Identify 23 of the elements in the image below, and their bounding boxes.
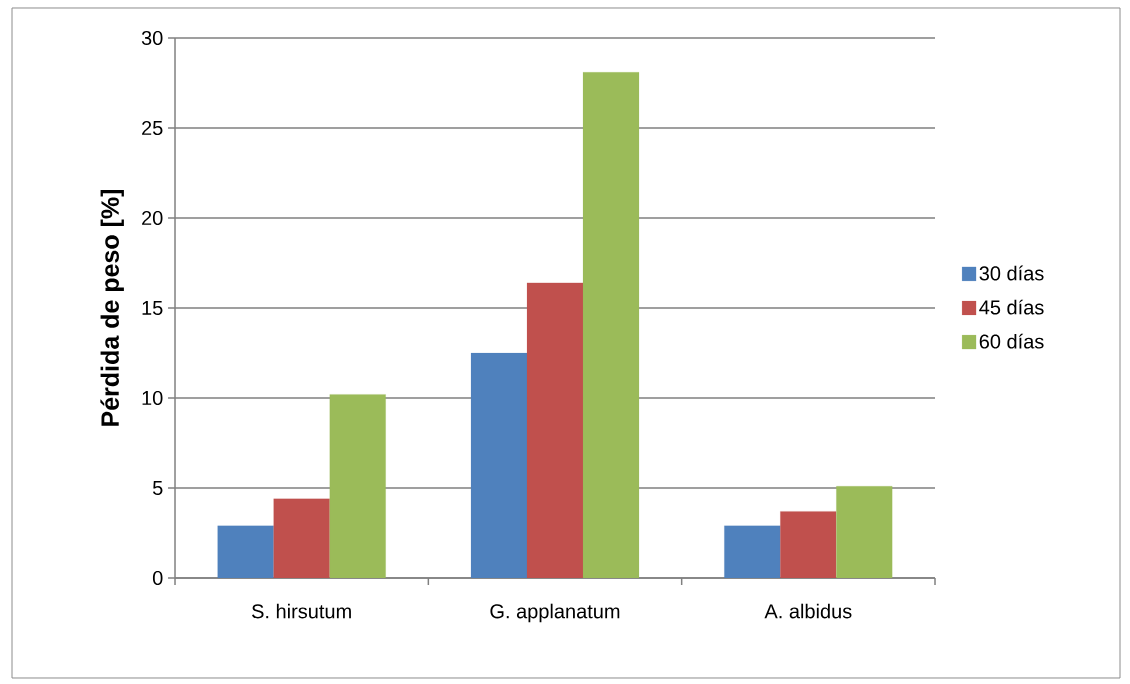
legend-label: 30 días [979,265,1044,281]
bar [217,525,274,578]
y-tick-label: 5 [152,481,163,495]
y-tick-label: 15 [142,301,163,315]
y-tick-label: 20 [142,210,163,226]
y-axis-title: Pérdida de peso [%] [100,189,124,426]
x-tick-label: G. applanatum [490,603,620,623]
legend-label: 60 días [979,333,1044,349]
bar [329,394,386,578]
y-tick-label: 30 [141,30,163,46]
y-tick-label: 25 [142,120,163,136]
bar [582,72,640,578]
bar [780,511,837,578]
legend-label: 45 días [979,299,1044,315]
bar [273,498,330,578]
bar [836,486,893,578]
x-tick-label: S. hirsutum [252,603,351,619]
bar [724,525,781,578]
bar [526,282,584,578]
y-tick-label: 0 [152,570,163,586]
bar [470,352,528,578]
y-tick-label: 10 [142,390,163,406]
x-tick-label: A. albidus [764,603,852,619]
